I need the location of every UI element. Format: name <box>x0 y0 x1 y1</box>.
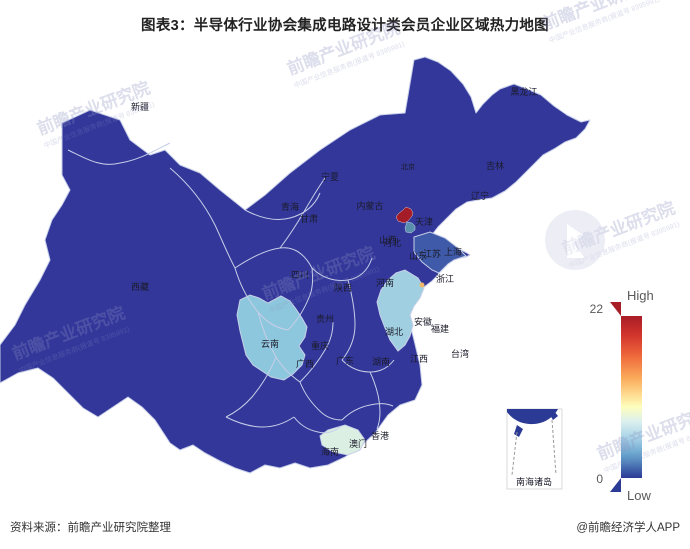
svg-text:浙江: 浙江 <box>436 273 454 284</box>
svg-text:重庆: 重庆 <box>311 340 329 351</box>
svg-text:内蒙古: 内蒙古 <box>356 200 383 211</box>
svg-text:江西: 江西 <box>410 354 428 364</box>
svg-text:甘肃: 甘肃 <box>300 213 318 224</box>
svg-text:0: 0 <box>596 472 603 486</box>
svg-text:青海: 青海 <box>281 201 299 212</box>
svg-text:河北: 河北 <box>383 237 401 248</box>
svg-text:西藏: 西藏 <box>131 281 149 292</box>
svg-text:湖北: 湖北 <box>385 327 403 337</box>
svg-text:澳门: 澳门 <box>349 438 367 449</box>
svg-text:福建: 福建 <box>431 323 449 334</box>
svg-text:22: 22 <box>590 302 604 316</box>
svg-text:High: High <box>627 288 654 303</box>
svg-text:海南: 海南 <box>321 446 339 457</box>
svg-text:河南: 河南 <box>376 277 394 288</box>
svg-text:天津: 天津 <box>415 217 433 227</box>
svg-text:四川: 四川 <box>291 270 309 280</box>
svg-text:北京: 北京 <box>401 162 415 171</box>
svg-text:台湾: 台湾 <box>451 348 469 359</box>
svg-text:吉林: 吉林 <box>486 160 504 171</box>
svg-text:云南: 云南 <box>261 338 279 349</box>
svg-text:黑龙江: 黑龙江 <box>510 86 537 97</box>
svg-text:宁夏: 宁夏 <box>321 171 339 182</box>
svg-text:陕西: 陕西 <box>334 282 352 293</box>
svg-text:Low: Low <box>627 488 651 503</box>
svg-text:新疆: 新疆 <box>131 101 149 112</box>
svg-text:安徽: 安徽 <box>414 316 432 327</box>
svg-text:江苏: 江苏 <box>423 248 441 259</box>
svg-text:上海: 上海 <box>444 246 462 257</box>
svg-text:南海诸岛: 南海诸岛 <box>516 476 552 487</box>
svg-text:广西: 广西 <box>296 358 314 369</box>
svg-text:湖南: 湖南 <box>372 356 390 367</box>
svg-text:香港: 香港 <box>371 430 389 441</box>
svg-text:辽宁: 辽宁 <box>471 190 489 201</box>
svg-text:广东: 广东 <box>336 355 354 366</box>
svg-text:贵州: 贵州 <box>316 313 334 324</box>
